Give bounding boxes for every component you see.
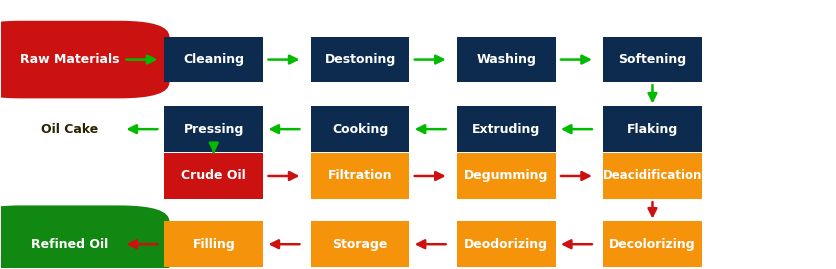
FancyBboxPatch shape <box>165 221 263 267</box>
FancyBboxPatch shape <box>603 107 701 152</box>
Text: Refined Oil: Refined Oil <box>32 238 109 251</box>
Text: Deacidification: Deacidification <box>602 169 701 182</box>
FancyBboxPatch shape <box>0 21 169 98</box>
Text: Crude Oil: Crude Oil <box>181 169 246 182</box>
Text: Flaking: Flaking <box>626 123 677 136</box>
Text: Deodorizing: Deodorizing <box>464 238 548 251</box>
FancyBboxPatch shape <box>310 221 409 267</box>
Text: Oil Cake: Oil Cake <box>41 123 99 136</box>
Text: Filtration: Filtration <box>328 169 392 182</box>
FancyBboxPatch shape <box>603 221 701 267</box>
FancyBboxPatch shape <box>603 37 701 82</box>
Text: Cleaning: Cleaning <box>183 53 244 66</box>
Text: Storage: Storage <box>332 238 387 251</box>
FancyBboxPatch shape <box>603 153 701 199</box>
Text: Pressing: Pressing <box>183 123 243 136</box>
Text: Decolorizing: Decolorizing <box>609 238 695 251</box>
Text: Raw Materials: Raw Materials <box>20 53 120 66</box>
FancyBboxPatch shape <box>456 221 555 267</box>
FancyBboxPatch shape <box>310 37 409 82</box>
FancyBboxPatch shape <box>456 37 555 82</box>
FancyBboxPatch shape <box>310 153 409 199</box>
FancyBboxPatch shape <box>310 107 409 152</box>
Text: Cooking: Cooking <box>332 123 388 136</box>
Text: Softening: Softening <box>618 53 686 66</box>
FancyBboxPatch shape <box>165 153 263 199</box>
Text: Extruding: Extruding <box>472 123 540 136</box>
FancyBboxPatch shape <box>165 107 263 152</box>
Text: Degumming: Degumming <box>463 169 548 182</box>
FancyBboxPatch shape <box>456 153 555 199</box>
Text: Destoning: Destoning <box>324 53 395 66</box>
FancyBboxPatch shape <box>0 206 169 269</box>
FancyBboxPatch shape <box>456 107 555 152</box>
Text: Filling: Filling <box>192 238 235 251</box>
Text: Washing: Washing <box>476 53 536 66</box>
FancyBboxPatch shape <box>165 37 263 82</box>
